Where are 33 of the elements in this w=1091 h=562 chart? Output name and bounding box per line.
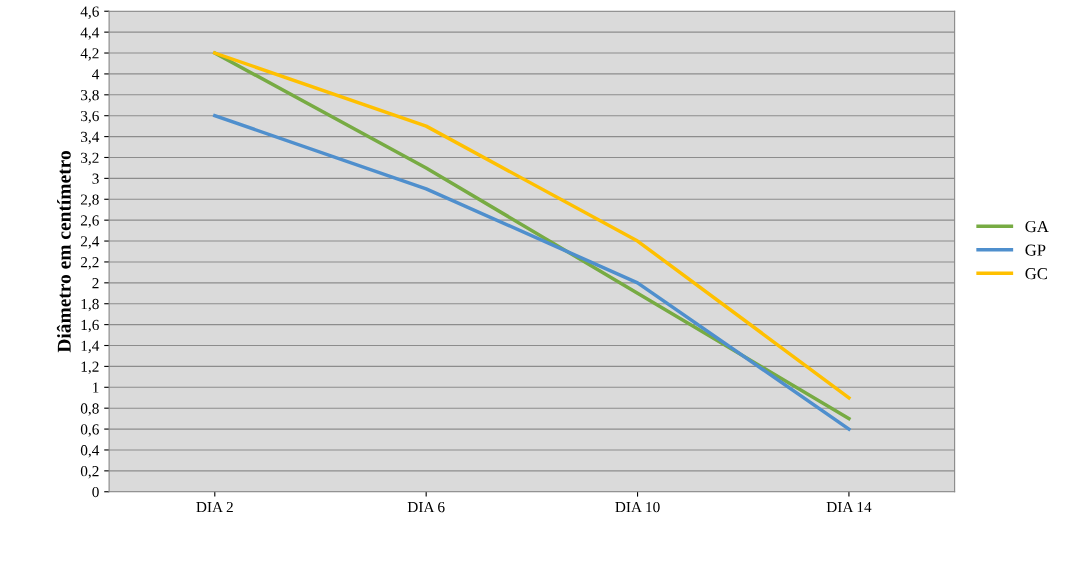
legend-label: GC (1025, 268, 1047, 280)
legend-label: GA (1025, 220, 1049, 233)
y-tick-label: 3,2 (81, 152, 99, 166)
y-tick-label: 2,6 (80, 215, 99, 228)
y-axis-title: Diâmetro em centímetro (56, 151, 71, 353)
y-tick-label: 3 (92, 173, 99, 184)
y-tick-label: 2 (92, 278, 99, 289)
y-tick-label: 4 (92, 69, 100, 80)
y-tick-label: 1,4 (81, 340, 100, 354)
x-tick-label: DIA 10 (615, 501, 660, 513)
y-tick-label: 1,2 (81, 361, 99, 375)
x-tick-label: DIA 6 (407, 501, 445, 513)
x-tick-label: DIA 2 (196, 501, 233, 513)
y-tick-label: 3,8 (81, 89, 99, 103)
y-tick-label: 1,8 (81, 298, 99, 312)
y-tick-label: 3,4 (81, 131, 100, 145)
y-tick-label: 0,8 (80, 403, 99, 416)
y-tick-label: 0 (92, 486, 99, 498)
line-series (213, 113, 851, 431)
y-tick-label: 4,6 (80, 6, 99, 19)
y-tick-label: 4,2 (80, 48, 99, 61)
y-tick-label: 4,4 (80, 27, 100, 40)
legend-label: GP (1025, 244, 1046, 256)
y-tick-label: 1 (93, 382, 99, 393)
y-tick-label: 1,6 (81, 319, 99, 333)
y-tick-label: 2,2 (80, 257, 99, 270)
y-tick-label: 3,6 (81, 110, 99, 124)
x-tick-label: DIA 14 (826, 501, 872, 513)
y-tick-label: 0,4 (80, 445, 100, 458)
y-tick-label: 0,2 (80, 466, 99, 479)
y-tick-label: 2,4 (80, 236, 100, 249)
y-tick-label: 0,6 (80, 424, 99, 437)
y-tick-label: 2,8 (80, 194, 99, 207)
